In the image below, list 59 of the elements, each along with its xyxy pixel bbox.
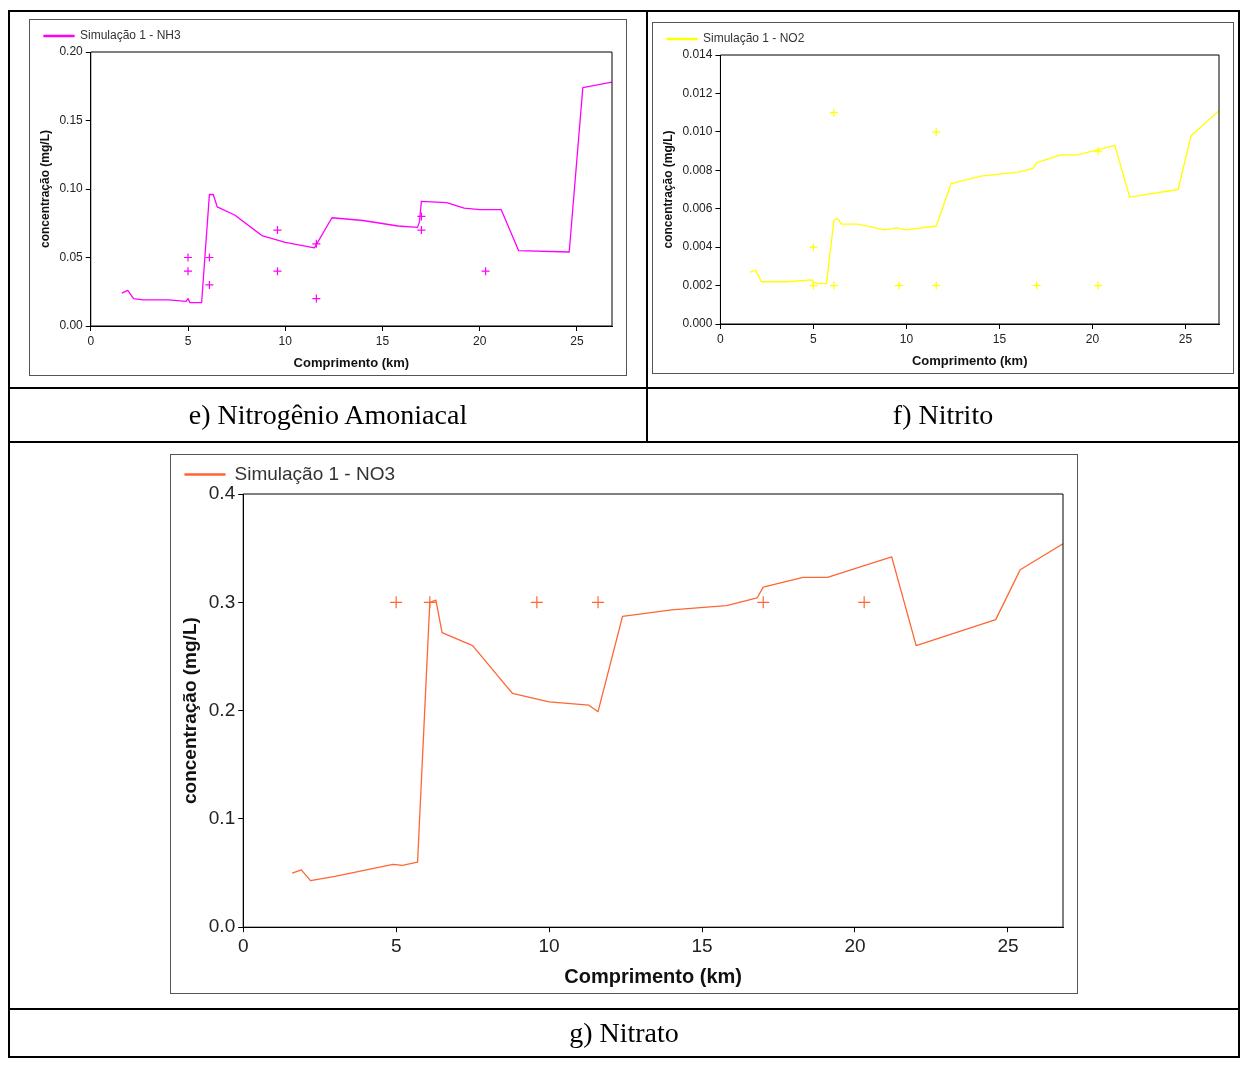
x-tick-label: 20 [1085, 331, 1100, 346]
point [272, 225, 283, 235]
x-tick-label: 25 [1178, 331, 1193, 346]
text: g) Nitrato [568, 1017, 680, 1049]
point [183, 266, 193, 276]
x-tick-label: 10 [538, 934, 560, 956]
x-tick-label: 15 [375, 333, 390, 348]
y-tick-label: 0.014 [682, 46, 713, 61]
y-tick-label: 0.05 [59, 249, 84, 264]
x-tick-label: 20 [473, 333, 487, 348]
point [931, 126, 941, 136]
y-tick-label: 0.00 [59, 318, 84, 333]
point [829, 107, 839, 117]
legend-label: Simulação 1 - NO3 [234, 462, 396, 484]
y-tick-label: 0.15 [59, 112, 84, 127]
x-tick-label: 10 [899, 331, 914, 346]
point [416, 225, 426, 235]
y-tick-label: 0.006 [682, 200, 713, 215]
point [204, 280, 214, 290]
y-tick-label: 0.002 [682, 277, 713, 292]
point [829, 280, 839, 290]
y-tick-label: 0.20 [59, 44, 84, 59]
x-tick-label: 5 [184, 333, 192, 348]
x-tick-label: 10 [278, 333, 293, 348]
y-tick-label: 0.2 [208, 698, 236, 720]
legend-label: Simulação 1 - NO2 [703, 30, 805, 45]
y-axis-title: concentração (mg/L) [178, 616, 200, 804]
text: f) Nitrito [891, 399, 995, 431]
text: e) Nitrogênio Amoniacal [187, 399, 469, 431]
point [183, 252, 193, 263]
point [894, 280, 904, 290]
point [808, 242, 819, 252]
y-tick-label: 0.4 [208, 481, 236, 503]
y-tick-label: 0.008 [682, 162, 713, 177]
x-tick-label: 5 [390, 934, 402, 956]
x-tick-label: 0 [717, 331, 725, 346]
point [1093, 280, 1103, 290]
y-tick-label: 0.010 [682, 123, 713, 138]
x-tick-label: 25 [570, 333, 584, 348]
y-tick-label: 0.10 [59, 181, 84, 196]
x-tick-label: 15 [992, 331, 1007, 346]
y-tick-label: 0.000 [682, 315, 713, 330]
y-axis-title: concentração (mg/L) [37, 129, 52, 249]
x-axis-title: Comprimento (km) [911, 352, 1028, 368]
legend-label: Simulação 1 - NH3 [80, 28, 182, 43]
y-tick-label: 0.0 [208, 914, 236, 936]
x-tick-label: 0 [237, 934, 249, 956]
x-axis-title: Comprimento (km) [293, 354, 410, 370]
x-tick-label: 25 [997, 934, 1019, 956]
y-tick-label: 0.1 [208, 806, 236, 828]
x-tick-label: 15 [691, 934, 713, 956]
x-tick-label: 5 [810, 331, 818, 346]
y-tick-label: 0.3 [208, 590, 236, 612]
x-tick-label: 0 [87, 333, 95, 348]
x-axis-title: Comprimento (km) [564, 964, 742, 987]
y-axis-title: concentração (mg/L) [660, 129, 675, 249]
y-tick-label: 0.004 [682, 238, 713, 253]
y-tick-label: 0.012 [682, 85, 713, 100]
x-tick-label: 20 [844, 934, 866, 956]
